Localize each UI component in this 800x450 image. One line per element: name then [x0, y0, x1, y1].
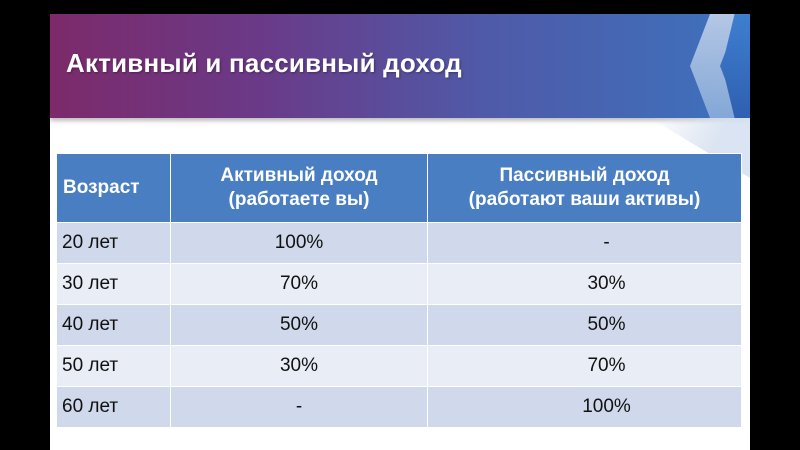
table-row: 40 лет 50% 50% [56, 304, 742, 346]
header-active-line1: Активный доход [220, 165, 378, 186]
active-income-cell: 30% [170, 345, 428, 387]
income-table: Возраст Активный доход (работаете вы) Па… [56, 153, 742, 428]
active-income-cell: - [170, 386, 428, 428]
title-bar: Активный и пассивный доход [50, 14, 750, 118]
passive-income-cell: 30% [427, 263, 742, 305]
active-income-cell: 100% [170, 222, 428, 264]
passive-income-cell: 70% [427, 345, 742, 387]
header-age: Возраст [56, 153, 171, 223]
table-header-row: Возраст Активный доход (работаете вы) Па… [56, 153, 742, 223]
active-income-cell: 70% [170, 263, 428, 305]
header-passive-income: Пассивный доход (работают ваши активы) [427, 153, 742, 223]
age-cell: 30 лет [56, 263, 171, 305]
age-cell: 40 лет [56, 304, 171, 346]
header-age-label: Возраст [63, 177, 140, 198]
table-row: 60 лет - 100% [56, 386, 742, 428]
table-row: 20 лет 100% - [56, 222, 742, 264]
age-cell: 60 лет [56, 386, 171, 428]
passive-income-cell: - [427, 222, 742, 264]
header-passive-line1: Пассивный доход [499, 165, 670, 186]
table-row: 30 лет 70% 30% [56, 263, 742, 305]
slide-title: Активный и пассивный доход [66, 48, 462, 78]
slide: Активный и пассивный доход Возраст Актив… [50, 14, 750, 450]
header-active-line2: (работаете вы) [228, 189, 370, 210]
age-cell: 20 лет [56, 222, 171, 264]
passive-income-cell: 100% [427, 386, 742, 428]
active-income-cell: 50% [170, 304, 428, 346]
header-active-income: Активный доход (работаете вы) [170, 153, 428, 223]
header-passive-line2: (работают ваши активы) [468, 189, 701, 210]
table-row: 50 лет 30% 70% [56, 345, 742, 387]
passive-income-cell: 50% [427, 304, 742, 346]
age-cell: 50 лет [56, 345, 171, 387]
